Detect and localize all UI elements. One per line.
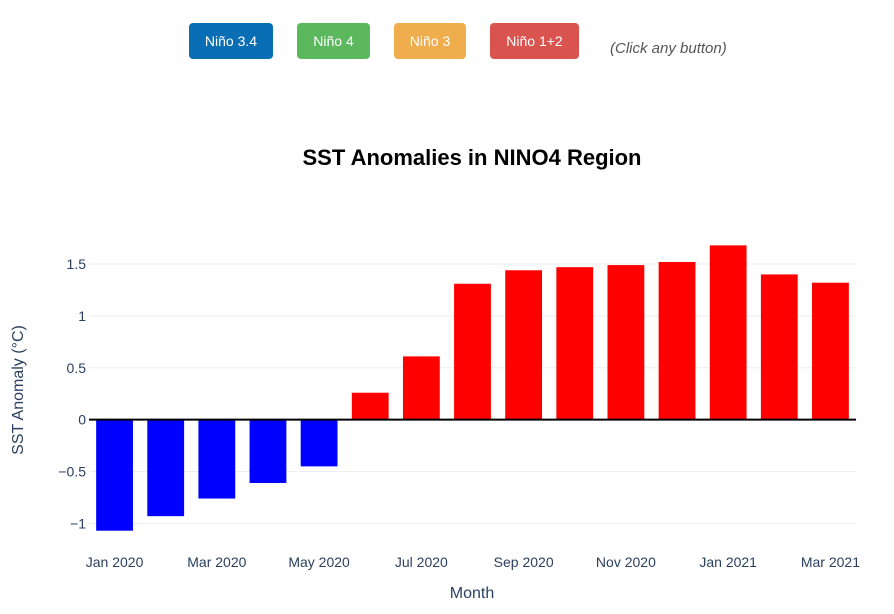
x-tick-label: Nov 2020	[596, 554, 656, 570]
y-tick-label: −1	[70, 515, 86, 531]
x-tick-label: Mar 2020	[187, 554, 246, 570]
x-tick-label: Jul 2020	[395, 554, 448, 570]
bar	[198, 419, 236, 499]
bar	[607, 265, 645, 420]
nino34-button[interactable]: Niño 3.4	[189, 23, 273, 59]
x-tick-label: Mar 2021	[801, 554, 860, 570]
x-tick-labels: Jan 2020 Mar 2020 May 2020 Jul 2020 Sep 2020…	[86, 554, 860, 570]
click-hint: (Click any button)	[610, 40, 727, 57]
bar	[351, 392, 389, 420]
y-tick-label: 0	[78, 412, 86, 428]
x-tick-label: May 2020	[288, 554, 350, 570]
bar	[249, 419, 287, 483]
bars	[96, 245, 849, 531]
y-tick-labels: −1 −0.5 0 0.5 1 1.5	[58, 256, 86, 531]
chart-title: SST Anomalies in NINO4 Region	[302, 145, 641, 170]
bar	[300, 419, 338, 467]
bar	[454, 283, 491, 420]
bar	[709, 245, 747, 420]
bar	[658, 261, 696, 420]
y-tick-label: 0.5	[67, 360, 87, 376]
x-axis-title: Month	[450, 585, 494, 602]
nino4-button[interactable]: Niño 4	[297, 23, 370, 59]
region-button-bar: Niño 3.4 Niño 4 Niño 3 Niño 1+2 (Click a…	[0, 0, 894, 80]
bar	[96, 419, 133, 531]
y-tick-label: 1	[78, 308, 86, 324]
bar	[402, 356, 440, 420]
bar	[147, 419, 185, 517]
bar	[812, 282, 849, 420]
nino3-button[interactable]: Niño 3	[394, 23, 466, 59]
x-tick-label: Jan 2020	[86, 554, 144, 570]
x-tick-label: Jan 2021	[699, 554, 757, 570]
bar	[505, 270, 543, 420]
nino12-button[interactable]: Niño 1+2	[490, 23, 579, 59]
bar	[760, 274, 798, 420]
y-tick-label: 1.5	[67, 256, 87, 272]
y-tick-label: −0.5	[58, 464, 86, 480]
y-axis-title: SST Anomaly (°C)	[10, 325, 27, 455]
bar	[556, 267, 594, 420]
x-tick-label: Sep 2020	[494, 554, 554, 570]
